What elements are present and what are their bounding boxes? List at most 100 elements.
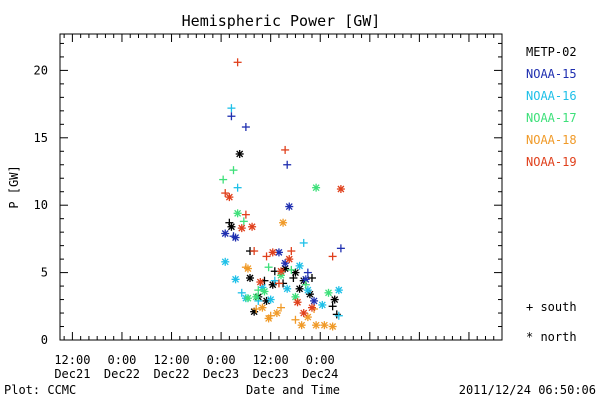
north-marker [297,321,306,330]
north-marker [235,149,244,158]
north-marker [243,294,252,303]
south-marker [250,247,259,256]
x-tick-label-date: Dec22 [104,367,140,381]
x-axis-label: Date and Time [246,383,340,397]
x-tick-label-time: 0:00 [306,353,335,367]
south-marker [287,265,296,274]
south-marker [262,252,271,261]
south-marker [227,112,236,121]
north-marker [256,278,265,287]
north-marker [243,264,252,273]
south-marker [287,247,296,256]
north-marker [328,322,337,331]
north-marker [285,202,294,211]
north-marker [246,273,255,282]
south-marker [241,210,250,219]
north-marker [264,314,273,323]
y-axis: 0 5 10 15 20 [34,42,502,347]
north-marker [307,303,316,312]
north-marker [301,275,310,284]
marker-legend-north: * north [526,330,577,344]
north-marker [231,233,240,242]
north-marker [283,284,292,293]
south-marker [301,280,310,289]
x-tick-label-time: 0:00 [207,353,236,367]
south-marker [241,123,250,132]
x-tick-label-time: 12:00 [153,353,189,367]
south-marker [274,279,283,288]
north-marker [268,280,277,289]
north-marker [312,183,321,192]
x-tick-label-date: Dec24 [302,367,338,381]
data-points [219,58,345,331]
north-marker [252,292,261,301]
north-marker [268,248,277,257]
south-marker [264,263,273,272]
north-marker [279,218,288,227]
south-marker [233,58,242,67]
north-marker [233,209,242,218]
north-marker [318,300,327,309]
legend-entry-noaa-15: NOAA-15 [526,67,577,81]
footer-source: Plot: CCMC [4,383,76,397]
south-marker [233,183,242,192]
x-tick-label-time: 0:00 [108,353,137,367]
south-marker [239,217,248,226]
south-marker [254,286,263,295]
north-marker [221,257,230,266]
south-marker [281,145,290,154]
y-tick-label: 15 [34,131,48,145]
south-marker [332,310,341,319]
north-marker [260,287,269,296]
south-marker [252,304,261,313]
marker-legend: + south * north [526,300,577,344]
north-marker [285,255,294,264]
north-marker [312,321,321,330]
x-tick-label-date: Dec23 [253,367,289,381]
north-marker [330,295,339,304]
south-marker [229,166,238,175]
y-tick-label: 10 [34,198,48,212]
north-marker [277,267,285,276]
y-tick-label: 20 [34,63,48,77]
x-tick-label-date: Dec22 [153,367,189,381]
north-marker [266,295,275,304]
x-axis: 12:00Dec210:00Dec2212:00Dec220:00Dec2312… [54,34,503,381]
north-marker [225,193,234,202]
x-tick-label-date: Dec23 [203,367,239,381]
x-tick-label-time: 12:00 [54,353,90,367]
north-marker [221,229,230,238]
south-marker [283,160,292,169]
south-marker [277,303,285,312]
chart-title: Hemispheric Power [GW] [182,12,381,30]
south-marker [303,268,312,277]
north-marker [272,309,281,318]
legend-entry-noaa-19: NOAA-19 [526,155,577,169]
north-marker [324,288,333,297]
south-marker [219,175,228,184]
north-marker [293,298,302,307]
footer-timestamp: 2011/12/24 06:50:06 [459,383,596,397]
north-marker [262,296,271,305]
plot-frame [59,33,503,341]
legend: METP-02 NOAA-15 NOAA-16 NOAA-17 NOAA-18 NOAA-… [526,45,577,169]
legend-entry-metp-02: METP-02 [526,45,577,59]
south-marker [299,238,308,247]
south-marker [328,302,337,311]
north-marker [310,296,319,305]
south-marker [221,189,230,198]
south-marker [270,276,279,285]
south-marker [334,311,343,320]
south-marker [291,315,300,324]
legend-entry-noaa-17: NOAA-17 [526,111,577,125]
north-marker [320,321,329,330]
north-marker [299,309,308,318]
south-marker [227,104,236,113]
x-tick-label-date: Dec21 [54,367,90,381]
north-marker [227,222,236,231]
north-marker [258,303,267,312]
north-marker [237,224,246,233]
south-marker [237,288,246,297]
south-marker [336,244,345,253]
